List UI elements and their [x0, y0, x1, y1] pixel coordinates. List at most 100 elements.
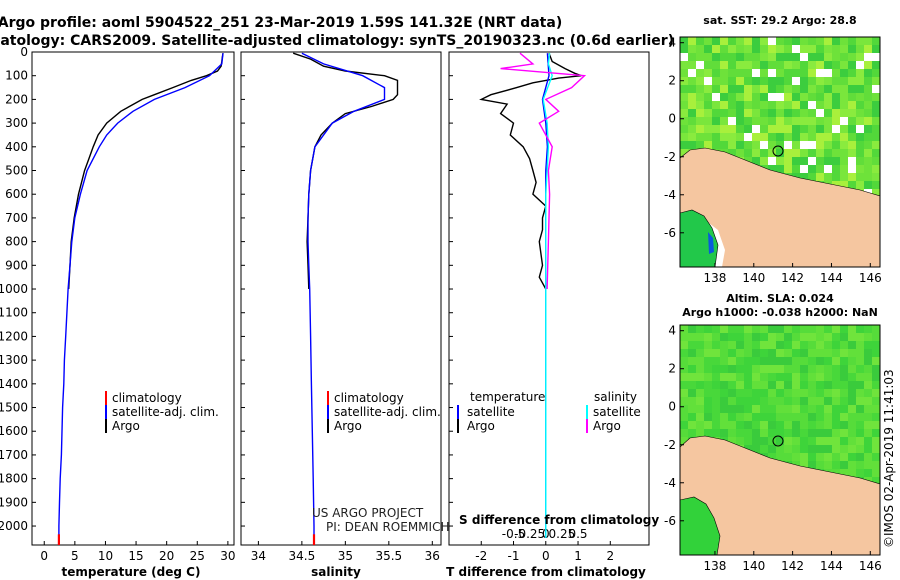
map-cell — [696, 117, 704, 125]
map-cell — [872, 133, 880, 141]
map-cell — [840, 69, 848, 77]
map-cell — [768, 421, 776, 429]
map-cell — [840, 325, 848, 333]
map-cell — [768, 157, 776, 165]
map-cell — [688, 349, 696, 357]
map-cell — [864, 141, 872, 149]
map-cell — [816, 453, 824, 461]
map-cell — [688, 413, 696, 421]
map-cell — [784, 85, 792, 93]
map-cell — [736, 45, 744, 53]
map-cell — [872, 189, 880, 197]
lon-tick-label: 138 — [703, 271, 726, 285]
map-cell — [712, 125, 720, 133]
map-cell — [776, 381, 784, 389]
map-cell — [728, 109, 736, 117]
map-cell — [840, 437, 848, 445]
map-cell — [688, 341, 696, 349]
sst-map-frame — [679, 36, 881, 268]
map-cell — [776, 37, 784, 45]
map-cell — [752, 77, 760, 85]
map-cell — [728, 381, 736, 389]
series-satellite-adj-clim- — [301, 52, 386, 538]
map-cell — [784, 429, 792, 437]
map-cell — [744, 117, 752, 125]
map-cell — [832, 429, 840, 437]
map-cell — [840, 37, 848, 45]
x-tick-label: 34.5 — [289, 549, 316, 563]
map-cell — [864, 421, 872, 429]
lon-tick-label: 140 — [742, 559, 765, 573]
map-cell — [704, 45, 712, 53]
map-cell — [696, 93, 704, 101]
map-cell — [760, 437, 768, 445]
map-cell — [704, 37, 712, 45]
map-cell — [792, 93, 800, 101]
map-cell — [864, 157, 872, 165]
map-cell — [736, 381, 744, 389]
map-cell — [832, 381, 840, 389]
map-cell — [744, 109, 752, 117]
map-cell — [768, 45, 776, 53]
map-cell — [752, 69, 760, 77]
map-cell — [864, 357, 872, 365]
map-cell — [856, 181, 864, 189]
map-cell — [848, 85, 856, 93]
map-cell — [848, 45, 856, 53]
map-cell — [704, 325, 712, 333]
map-cell — [776, 133, 784, 141]
sla-map-frame — [679, 324, 881, 556]
map-cell — [728, 77, 736, 85]
map-cell — [800, 461, 808, 469]
map-cell — [696, 101, 704, 109]
map-cell — [784, 77, 792, 85]
map-cell — [800, 85, 808, 93]
map-cell — [800, 349, 808, 357]
map-cell — [784, 149, 792, 157]
map-cell — [736, 101, 744, 109]
map-cell — [704, 117, 712, 125]
map-cell — [864, 437, 872, 445]
map-cell — [744, 381, 752, 389]
map-cell — [800, 325, 808, 333]
map-cell — [864, 429, 872, 437]
map-cell — [784, 53, 792, 61]
map-cell — [864, 101, 872, 109]
map-cell — [760, 141, 768, 149]
difference-legend-temperature: temperature satellite Argo — [457, 390, 545, 433]
map-cell — [808, 405, 816, 413]
lat-tick-label: 4 — [668, 324, 676, 338]
map-cell — [680, 397, 688, 405]
map-cell — [856, 133, 864, 141]
sst-map-cold-patch — [708, 232, 714, 254]
map-cell — [752, 85, 760, 93]
map-cell — [784, 157, 792, 165]
map-cell — [856, 365, 864, 373]
map-cell — [776, 349, 784, 357]
map-cell — [768, 357, 776, 365]
map-cell — [792, 125, 800, 133]
s-diff-tick-label: 0.5 — [568, 527, 587, 541]
map-cell — [728, 61, 736, 69]
map-cell — [768, 341, 776, 349]
land-new-guinea — [680, 147, 880, 267]
x-tick-label: -1 — [508, 549, 520, 563]
map-cell — [872, 397, 880, 405]
map-cell — [856, 373, 864, 381]
map-cell — [720, 413, 728, 421]
map-cell — [704, 69, 712, 77]
map-cell — [848, 181, 856, 189]
map-cell — [808, 389, 816, 397]
map-cell — [784, 325, 792, 333]
map-cell — [792, 157, 800, 165]
map-cell — [840, 341, 848, 349]
map-cell — [712, 397, 720, 405]
map-cell — [720, 341, 728, 349]
map-cell — [840, 173, 848, 181]
map-cell — [848, 93, 856, 101]
map-cell — [704, 109, 712, 117]
map-cell — [768, 405, 776, 413]
map-cell — [848, 157, 856, 165]
lon-tick-label: 146 — [859, 559, 882, 573]
map-cell — [856, 45, 864, 53]
